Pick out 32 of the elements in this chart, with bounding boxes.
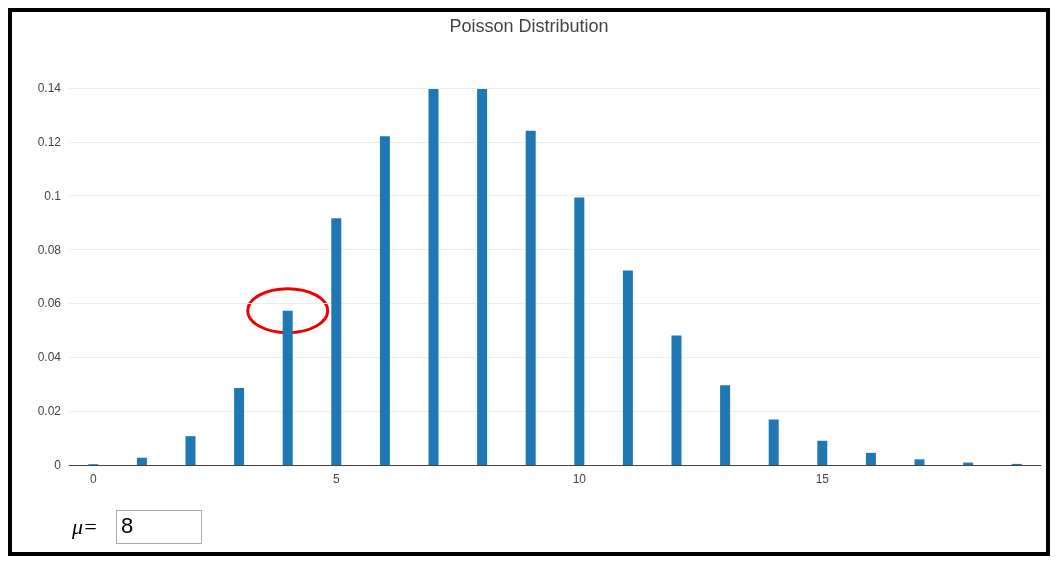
text: μ= — [72, 514, 98, 540]
bar — [282, 310, 293, 465]
bar — [428, 89, 439, 465]
bar — [914, 459, 925, 465]
bar — [136, 457, 147, 465]
x-tick-label: 5 — [332, 472, 340, 486]
bar — [817, 440, 828, 465]
chart-title: Poisson Distribution — [449, 16, 609, 36]
bar — [185, 436, 196, 465]
y-tick-label: 0.1 — [44, 188, 62, 203]
y-tick-label: 0.04 — [37, 350, 62, 365]
bar — [865, 452, 876, 465]
y-tick-label: 0.12 — [37, 134, 62, 149]
bar — [720, 385, 731, 465]
bar — [622, 270, 633, 465]
x-tick-label: 0 — [89, 472, 97, 486]
number-field: 8 — [115, 510, 202, 544]
bar — [477, 89, 488, 465]
bar — [768, 419, 779, 465]
bar — [331, 218, 342, 465]
bar — [671, 335, 682, 465]
y-tick-label: 0.08 — [37, 242, 62, 257]
y-tick-label: 0.06 — [37, 296, 62, 311]
y-tick-label: 0.14 — [37, 81, 62, 95]
bar — [379, 136, 390, 465]
x-tick-label: 10 — [572, 472, 587, 486]
bar — [574, 197, 585, 465]
x-tick-label: 15 — [815, 472, 830, 486]
bar — [234, 387, 245, 465]
y-tick-label: 0 — [54, 458, 62, 472]
bar — [525, 130, 536, 465]
y-tick-label: 0.02 — [37, 404, 62, 419]
